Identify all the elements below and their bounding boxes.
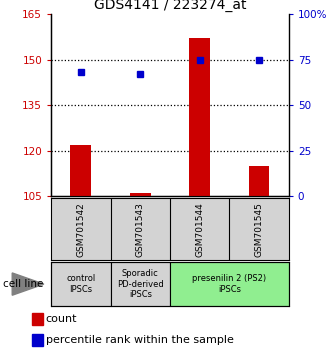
Bar <box>249 166 269 196</box>
Bar <box>51 262 111 306</box>
Text: cell line: cell line <box>3 279 44 289</box>
Text: control
IPSCs: control IPSCs <box>66 274 95 294</box>
Text: Sporadic
PD-derived
iPSCs: Sporadic PD-derived iPSCs <box>117 269 164 299</box>
Bar <box>32 313 43 325</box>
Text: GSM701542: GSM701542 <box>76 202 85 257</box>
Text: GSM701543: GSM701543 <box>136 202 145 257</box>
Text: GSM701544: GSM701544 <box>195 202 204 257</box>
Bar <box>32 334 43 346</box>
Text: GSM701545: GSM701545 <box>254 202 264 257</box>
Text: percentile rank within the sample: percentile rank within the sample <box>46 335 234 345</box>
Bar <box>111 262 170 306</box>
Bar <box>189 39 210 196</box>
Bar <box>170 262 289 306</box>
Text: presenilin 2 (PS2)
iPSCs: presenilin 2 (PS2) iPSCs <box>192 274 266 294</box>
Bar <box>71 145 91 196</box>
Title: GDS4141 / 223274_at: GDS4141 / 223274_at <box>94 0 246 12</box>
Text: count: count <box>46 314 77 324</box>
Bar <box>130 193 150 196</box>
Polygon shape <box>12 273 44 295</box>
